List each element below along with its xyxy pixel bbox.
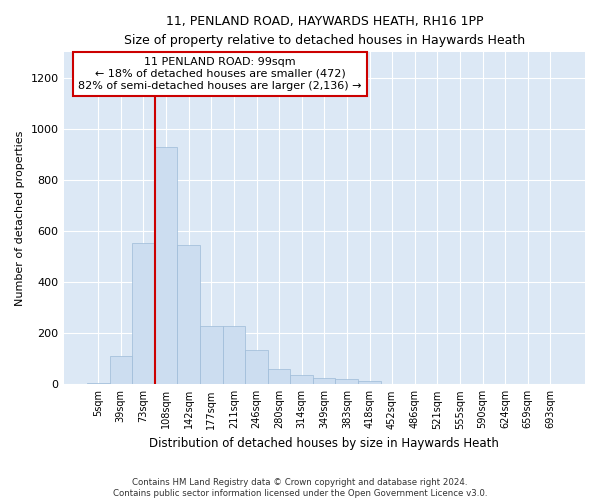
- Bar: [132, 242, 155, 384]
- Text: Contains HM Land Registry data © Crown copyright and database right 2024.
Contai: Contains HM Land Registry data © Crown c…: [113, 478, 487, 498]
- X-axis label: Distribution of detached houses by size in Haywards Heath: Distribution of detached houses by size …: [149, 437, 499, 450]
- Bar: [268, 370, 290, 384]
- Bar: [290, 376, 313, 384]
- Bar: [177, 245, 200, 384]
- Bar: [155, 147, 177, 384]
- Y-axis label: Number of detached properties: Number of detached properties: [15, 130, 25, 306]
- Bar: [200, 326, 223, 384]
- Bar: [335, 379, 358, 384]
- Bar: [245, 350, 268, 384]
- Bar: [358, 381, 381, 384]
- Text: 11 PENLAND ROAD: 99sqm
← 18% of detached houses are smaller (472)
82% of semi-de: 11 PENLAND ROAD: 99sqm ← 18% of detached…: [78, 58, 362, 90]
- Bar: [87, 383, 110, 384]
- Bar: [313, 378, 335, 384]
- Title: 11, PENLAND ROAD, HAYWARDS HEATH, RH16 1PP
Size of property relative to detached: 11, PENLAND ROAD, HAYWARDS HEATH, RH16 1…: [124, 15, 525, 47]
- Bar: [223, 326, 245, 384]
- Bar: [110, 356, 132, 384]
